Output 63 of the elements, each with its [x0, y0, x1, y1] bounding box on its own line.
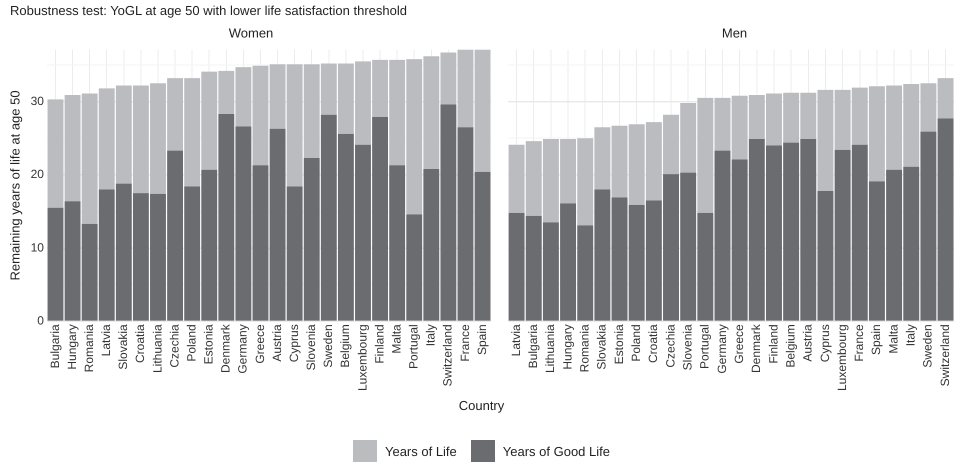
x-tick-label: Denmark [218, 323, 233, 373]
x-tick-label: Slovakia [594, 324, 609, 370]
x-axis-title: Country [458, 398, 506, 413]
x-tick-label: Slovenia [680, 324, 694, 370]
x-tick-label: Malta [886, 324, 900, 354]
x-tick-label: Cyprus [286, 324, 301, 362]
x-tick-label: Malta [389, 324, 404, 354]
x-tick-label: Latvia [508, 324, 523, 356]
chart-title: Robustness test: YoGL at age 50 with lower life satisfaction threshold [10, 3, 407, 18]
y-tick-label: 20 [30, 167, 44, 182]
x-tick-label: Germany [236, 324, 250, 374]
x-tick-label: Denmark [749, 323, 764, 373]
x-tick-label: Belgium [783, 324, 798, 368]
x-tick-label: Switzerland [938, 324, 952, 386]
x-tick-label: Luxembourg [355, 324, 370, 392]
x-tick-label: Italy [424, 324, 438, 346]
x-tick-label: Poland [629, 324, 644, 362]
x-tick-label: Greece [252, 324, 267, 364]
x-tick-label: Austria [800, 324, 815, 362]
x-tick-label: Bulgaria [48, 324, 62, 368]
x-tick-label: France [458, 324, 472, 362]
x-tick-label: Czechia [663, 324, 678, 368]
x-tick-label: Hungary [64, 324, 79, 370]
x-tick-label: Sweden [321, 324, 336, 368]
x-tick-label: Romania [82, 324, 96, 372]
y-tick-label: 30 [30, 94, 44, 108]
x-tick-label: Estonia [612, 324, 626, 364]
x-tick-label: Slovakia [116, 324, 130, 370]
x-tick-label: Germany [714, 324, 729, 374]
x-tick-label: France [852, 324, 866, 362]
x-tick-label: Slovenia [304, 324, 318, 370]
y-tick-label: 0 [37, 314, 44, 328]
x-tick-label: Lithuania [543, 324, 558, 374]
legend-label: Years of Good Life [502, 444, 610, 458]
x-tick-label: Sweden [920, 324, 935, 368]
x-tick-label: Latvia [99, 324, 114, 356]
x-tick-label: Austria [270, 324, 284, 362]
x-tick-label: Poland [184, 324, 198, 362]
x-tick-label: Hungary [560, 324, 574, 370]
x-tick-label: Cyprus [818, 324, 832, 362]
x-tick-label: Spain [869, 324, 884, 355]
x-tick-label: Italy [904, 324, 918, 346]
x-tick-label: Belgium [338, 324, 352, 368]
x-tick-label: Finland [372, 324, 386, 364]
x-tick-label: Romania [578, 324, 592, 372]
y-axis-title: Remaining years of life at age 50 [7, 90, 22, 280]
legend-label: Years of Life [384, 444, 457, 458]
x-tick-label: Luxembourg [834, 324, 849, 392]
x-tick-label: Spain [474, 324, 489, 355]
x-tick-label: Czechia [167, 324, 182, 368]
x-tick-label: Switzerland [440, 324, 455, 386]
x-tick-label: Bulgaria [526, 324, 540, 368]
y-tick-label: 10 [30, 240, 44, 254]
chart-subtitle: Men [722, 25, 748, 40]
x-tick-label: Portugal [698, 324, 712, 369]
x-tick-label: Croatia [646, 324, 660, 363]
x-tick-label: Finland [766, 324, 780, 364]
x-tick-label: Lithuania [150, 324, 164, 374]
chart-subtitle: Women [228, 25, 274, 40]
x-tick-label: Greece [732, 324, 746, 364]
x-tick-label: Estonia [202, 324, 216, 364]
x-tick-label: Portugal [406, 324, 421, 369]
x-tick-label: Croatia [133, 324, 148, 363]
